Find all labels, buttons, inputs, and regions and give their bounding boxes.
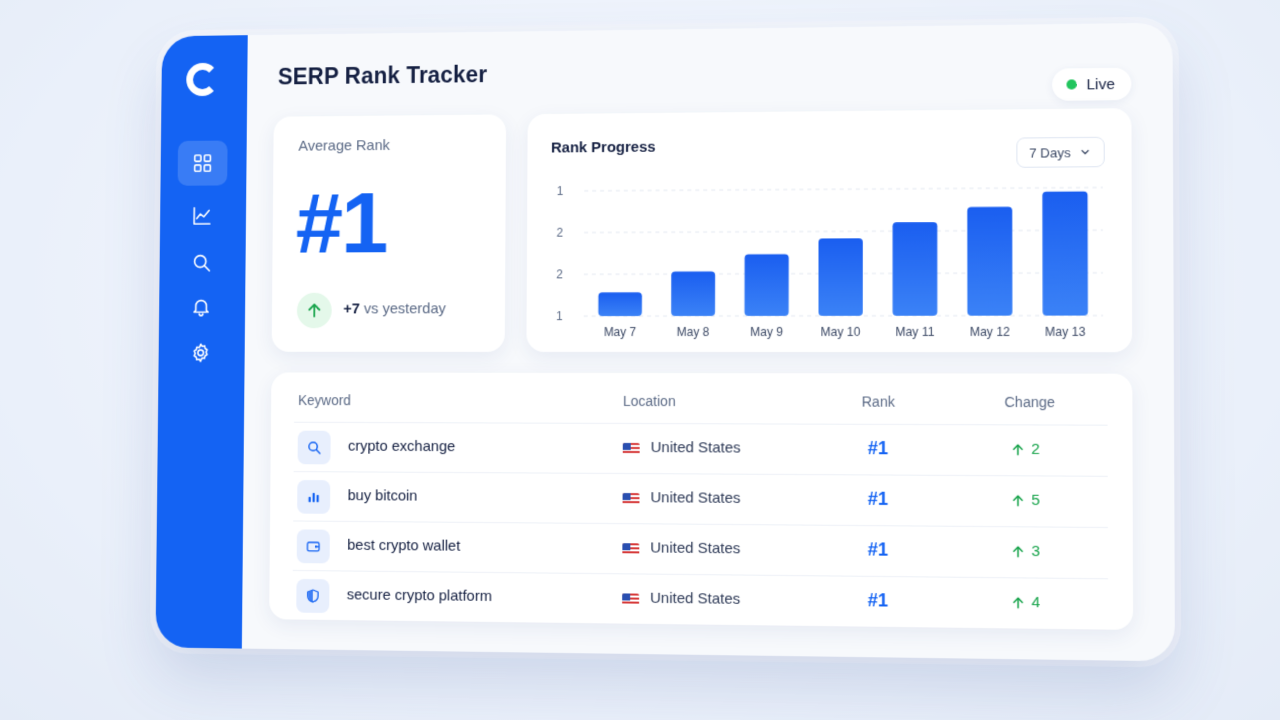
location-cell: United States [650,539,741,558]
page-title: SERP Rank Tracker [277,61,488,90]
keyword-cell[interactable]: buy bitcoin [347,487,418,505]
y-tick-label: 1 [556,309,563,323]
change-value: 2 [1031,440,1040,459]
x-tick-label: May 11 [895,325,934,339]
bar [598,292,642,317]
live-dot-icon [1066,79,1078,90]
bar [744,254,789,316]
live-status-label: Live [1086,75,1115,93]
keyword-cell[interactable]: secure crypto platform [346,586,492,605]
wallet-icon [296,529,330,564]
gridline [584,230,1103,232]
x-tick-label: May 9 [750,325,783,339]
shield-icon [296,578,330,614]
bar-chart-icon [297,479,331,514]
rank-cell: #1 [867,590,889,611]
x-tick-label: May 7 [604,325,636,339]
gear-icon [190,342,211,364]
app-window: SERP Rank Tracker Live Average Rank #1 +… [155,22,1175,662]
sidebar-item-dashboard[interactable] [177,140,228,186]
bar [892,222,938,316]
x-tick-label: May 10 [821,325,861,339]
gridline [584,187,1102,190]
rank-progress-chart: 1 2 2 1 May 7 May 8 May 9 May 10 May 11 May 12 May… [556,184,1132,339]
keyword-table: Keyword Location Rank Change crypto exch… [269,372,1134,631]
y-tick-label: 1 [557,184,564,198]
arrow-up-icon [1011,595,1025,609]
keyword-cell[interactable]: best crypto wallet [347,536,461,555]
average-rank-value: #1 [295,173,387,272]
header-keyword: Keyword [298,392,351,409]
location-cell: United States [650,489,741,507]
average-rank-label: Average Rank [298,137,390,155]
dashboard-grid-icon [192,152,213,174]
bar [1042,191,1088,316]
x-tick-label: May 8 [677,325,710,339]
sidebar-item-analytics[interactable] [177,193,227,238]
us-flag-icon [622,543,640,556]
y-tick-label: 2 [556,267,563,281]
change-cell: 5 [1011,491,1040,510]
sidebar-item-notifications[interactable] [176,284,226,329]
us-flag-icon [622,593,640,606]
table-row[interactable]: crypto exchange United States #1 2 [293,421,1108,477]
y-tick-label: 2 [556,226,563,240]
sidebar-item-search[interactable] [177,240,227,285]
arrow-up-icon [1011,544,1025,558]
search-icon [297,430,331,465]
chart-line-icon [191,205,212,227]
arrow-up-icon [296,292,332,329]
rank-progress-card: Rank Progress 7 Days 1 2 2 1 May 7 May 8 May 9… [526,108,1133,353]
table-row[interactable]: secure crypto platform United States #1 4 [292,569,1109,631]
location-cell: United States [650,589,741,608]
logo-c-icon[interactable] [186,62,219,97]
location-cell: United States [650,439,741,457]
rank-cell: #1 [867,488,889,510]
bar [967,206,1013,316]
x-tick-label: May 12 [970,325,1010,339]
live-status-badge: Live [1052,67,1132,101]
us-flag-icon [622,493,640,506]
bell-icon [191,296,212,318]
rank-cell: #1 [867,539,889,560]
arrow-up-icon [1011,442,1025,456]
change-cell: 4 [1011,593,1041,612]
header-change: Change [1004,393,1055,411]
rank-delta-text: +7 vs yesterday [343,300,446,317]
change-value: 3 [1031,542,1041,561]
rank-delta-value: +7 [343,300,360,318]
rank-cell: #1 [867,437,889,459]
average-rank-card: Average Rank #1 +7 vs yesterday [271,114,507,352]
sidebar [155,35,248,649]
header-location: Location [622,392,676,410]
sidebar-item-settings[interactable] [176,330,226,375]
x-tick-label: May 13 [1045,325,1086,339]
arrow-up-icon [1011,493,1025,507]
change-cell: 3 [1011,542,1041,561]
change-value: 5 [1031,491,1040,510]
search-icon [191,252,212,274]
change-value: 4 [1031,593,1041,612]
bar [818,238,863,316]
change-cell: 2 [1011,441,1040,458]
keyword-cell[interactable]: crypto exchange [347,437,456,456]
table-row[interactable]: buy bitcoin United States #1 5 [293,471,1108,529]
rank-delta-suffix: vs yesterday [363,300,446,318]
bar [671,271,716,317]
header-rank: Rank [861,393,895,410]
us-flag-icon [622,442,640,456]
